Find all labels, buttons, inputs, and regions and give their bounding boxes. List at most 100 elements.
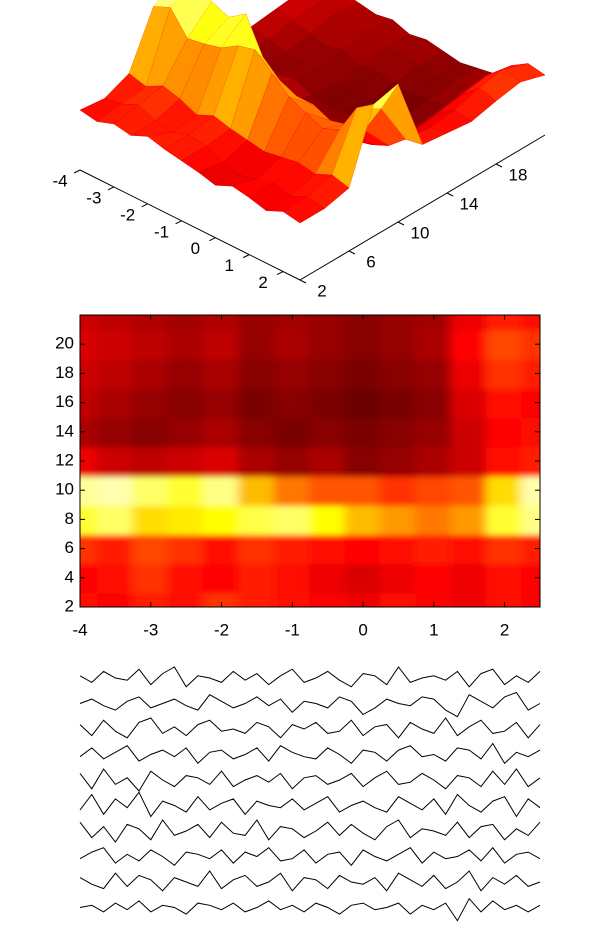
heatmap-cell [132,357,170,389]
heatmap-cell [132,533,170,565]
heatmap-cell [273,503,311,535]
heatmap-cell [273,387,311,419]
x-tick-label: -4 [72,620,87,639]
heatmap-cell [202,503,241,535]
heatmap-cell [485,503,524,535]
x-tick-label: 0 [191,239,200,258]
heatmap-cell [521,562,540,594]
heatmap-cell [521,445,540,477]
x-tick-label: 1 [429,620,438,639]
y-tick-label: 10 [411,223,430,242]
heatmap-cell [96,503,135,535]
heatmap-cell [80,533,99,565]
y-tick-label: 12 [55,450,74,469]
heatmap-cell [238,387,276,419]
heatmap-cell [485,315,524,331]
heatmap-cell [309,445,347,477]
x-tick-label: -4 [52,171,67,190]
heatmap-cell [202,533,241,565]
heatmap-cell [132,315,170,331]
heatmap-cell [202,416,241,448]
heatmap-cell [415,328,453,360]
heatmap-cell [485,591,524,607]
heatmap-cell [415,503,453,535]
heatmap-cell [485,328,524,360]
y-tick-label: 6 [366,252,375,271]
heatmap-cell [450,503,488,535]
heatmap-cell [521,357,540,389]
heatmap-cell [202,328,241,360]
y-tick-label: 18 [509,165,528,184]
trace [79,666,541,688]
heatmap-cell [485,357,524,389]
heatmap-cell [80,503,99,535]
heatmap-cell [167,474,205,506]
heatmap-cell [415,315,453,331]
heatmap-cell [450,533,488,565]
heatmap-cell [415,416,453,448]
heatmap-cell [309,533,347,565]
x-tick [276,271,284,275]
x-tick-label: -2 [214,620,229,639]
heatmap-cell [167,387,205,419]
surface-patch [312,0,325,4]
heatmap-cell [80,416,99,448]
y-tick [495,163,503,168]
y-axis-line [299,134,546,281]
x-tick-label: -3 [86,188,101,207]
heatmap-cell [379,315,418,331]
heatmap-cell [96,328,135,360]
y-tick [397,221,405,226]
heatmap-cell [379,474,418,506]
heatmap-cell [415,591,453,607]
y-tick-label: 16 [55,392,74,411]
x-tick-label: 2 [500,620,509,639]
heatmap-cell [379,591,418,607]
y-tick-label: 14 [55,421,74,440]
heatmap-cell [96,387,135,419]
heatmap-cell [167,591,205,607]
heatmap-cell [379,503,418,535]
heatmap-cell [450,315,488,331]
heatmap-cell [132,503,170,535]
heatmap-cell [80,562,99,594]
x-tick [107,186,115,191]
heatmap-cell [485,416,524,448]
x-tick [175,220,182,225]
y-tick-label: 18 [55,363,74,382]
heatmap-cell [309,315,347,331]
surface-patch [282,196,325,224]
heatmap-cell [238,357,276,389]
heatmap-cell [202,562,241,594]
x-tick-label: -1 [154,222,169,241]
x-tick-label: -1 [285,620,300,639]
heatmap-cell [202,315,241,331]
y-tick-label: 10 [55,480,74,499]
heatmap-cell [132,445,170,477]
x-tick-label: 0 [358,620,367,639]
heatmap-cell [238,533,276,565]
heatmap-cell [167,315,205,331]
heatmap-cell [450,357,488,389]
heatmap-cell [167,445,205,477]
heatmap-cell [415,445,453,477]
y-tick [348,250,356,255]
y-tick-label: 20 [55,334,74,353]
heatmap-cell [96,591,135,607]
y-tick-label: 2 [65,596,74,615]
heatmap-cell [450,445,488,477]
heatmap-cell [309,328,347,360]
heatmap-cell [379,445,418,477]
heatmap-cell [344,387,382,419]
heatmap-cell [273,357,311,389]
heatmap-cell [80,328,99,360]
heatmap-cell [238,591,276,607]
y-tick-label: 2 [317,281,326,300]
heatmap-cell [379,387,418,419]
heatmap-cell [238,328,276,360]
heatmap-cell [238,315,276,331]
heatmap-cell [485,387,524,419]
heatmap-cell [167,503,205,535]
